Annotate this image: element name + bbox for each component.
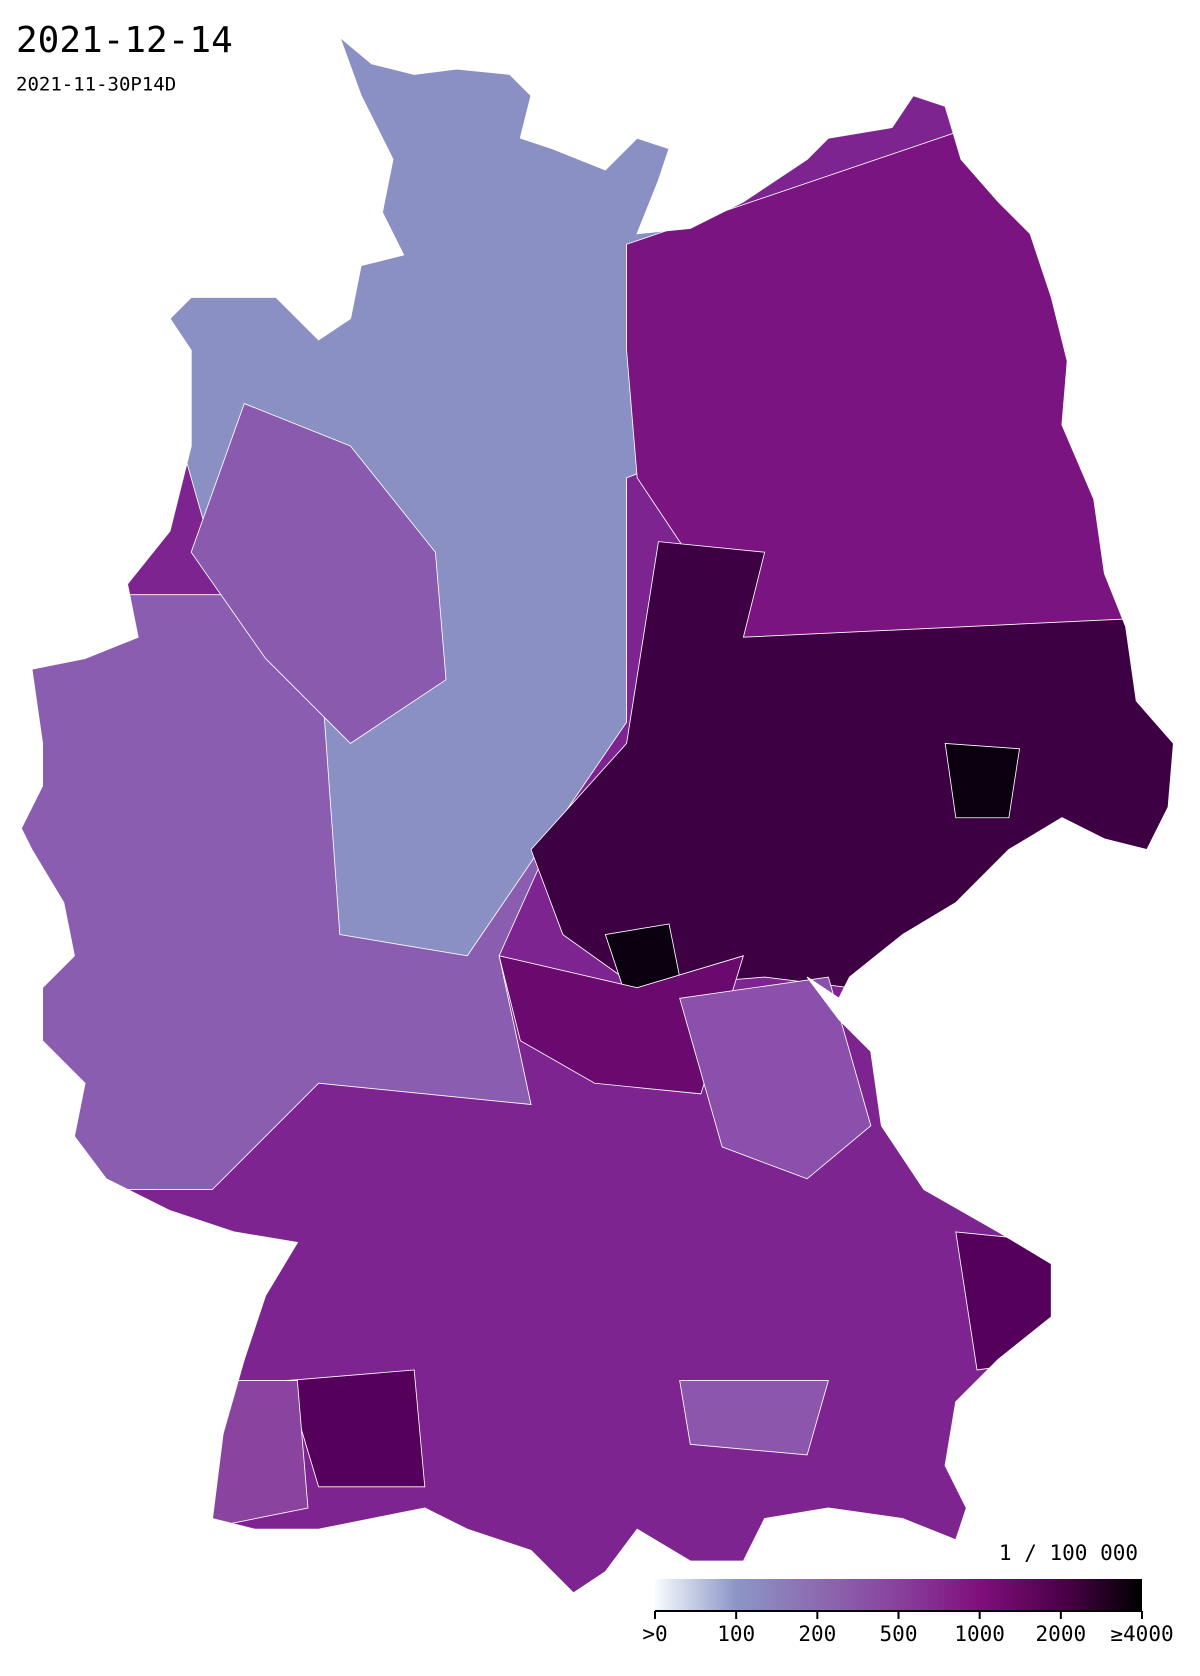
districts bbox=[21, 37, 1174, 1594]
region-upper-franconia bbox=[679, 976, 872, 1180]
colorbar-label: 1 / 100 000 bbox=[999, 1541, 1138, 1565]
colorbar-tick-label: 2000 bbox=[1036, 1622, 1087, 1646]
region-franconia bbox=[498, 955, 745, 1095]
colorbar-ramp bbox=[655, 1579, 1142, 1611]
colorbar-tick-label: >0 bbox=[642, 1622, 667, 1646]
colorbar-tick-label: 200 bbox=[798, 1622, 836, 1646]
germany-map bbox=[20, 36, 1175, 1594]
colorbar: 1 / 100 000 >0 100 200 500 1000 2000 ≥4000 bbox=[642, 1541, 1173, 1646]
region-munich bbox=[679, 1380, 829, 1456]
colorbar-tick-label: ≥4000 bbox=[1110, 1622, 1173, 1646]
region-southwest bbox=[201, 1380, 309, 1530]
map-subtitle: 2021-11-30P14D bbox=[16, 74, 176, 96]
colorbar-tick-label: 100 bbox=[717, 1622, 755, 1646]
colorbar-tick-label: 500 bbox=[880, 1622, 918, 1646]
map-title: 2021-12-14 bbox=[16, 20, 233, 61]
colorbar-tick-label: 1000 bbox=[954, 1622, 1005, 1646]
region-hotspot bbox=[944, 742, 1021, 819]
region-nrw bbox=[190, 403, 447, 744]
region-black-forest bbox=[286, 1369, 426, 1488]
